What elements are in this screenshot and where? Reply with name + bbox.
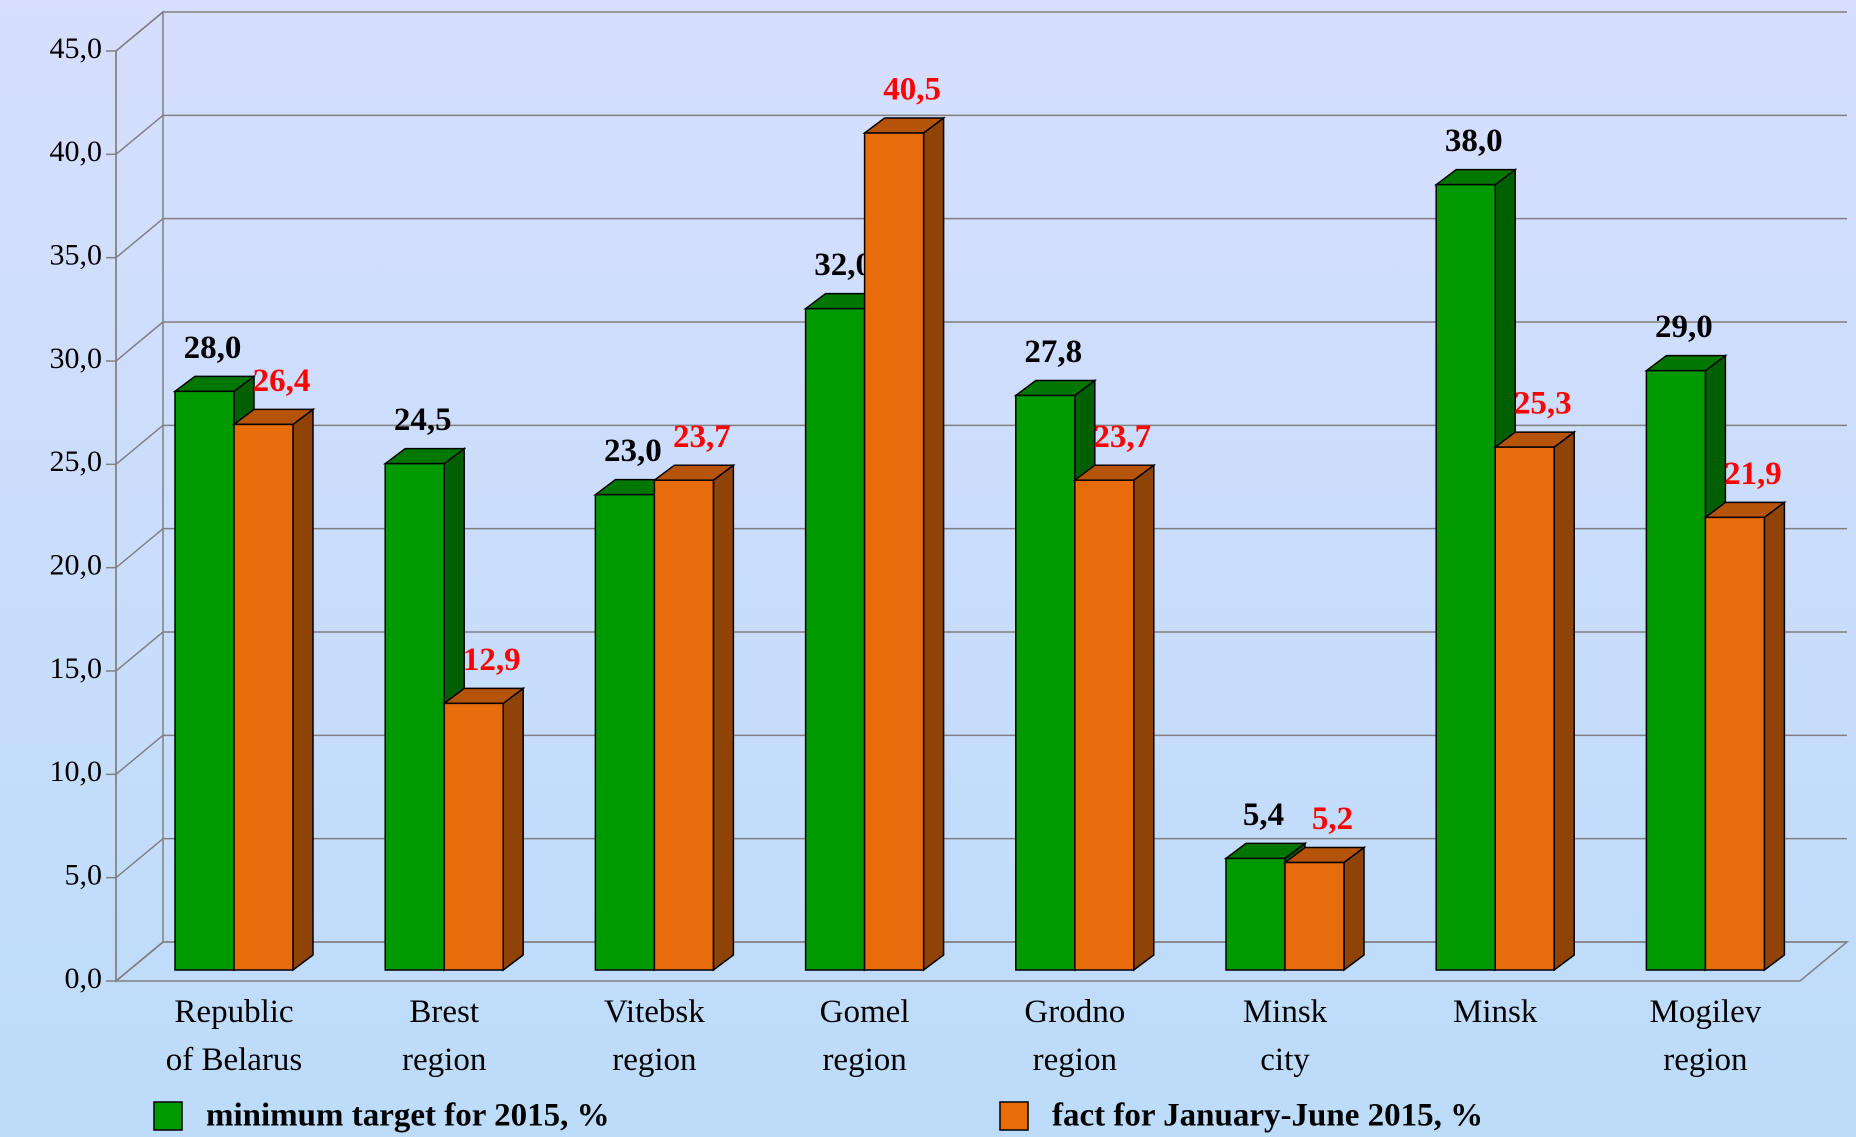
- y-tick-label: 30,0: [50, 342, 103, 375]
- y-tick-label: 35,0: [50, 239, 103, 272]
- bar: [1074, 479, 1135, 971]
- value-label: 29,0: [1655, 309, 1713, 345]
- bar: [1645, 369, 1707, 971]
- y-tick-label: 0,0: [65, 962, 103, 995]
- grid-line: [115, 734, 164, 775]
- grid-line: [115, 838, 164, 879]
- bar: [653, 479, 715, 971]
- x-tick-label: Grodno region: [1024, 994, 1125, 1078]
- value-label: 38,0: [1445, 123, 1503, 159]
- grid-line: [115, 631, 164, 672]
- grid-line: [115, 424, 164, 465]
- bar-side: [1133, 463, 1155, 972]
- y-tick-label: 45,0: [50, 32, 103, 65]
- legend-label: fact for January-June 2015, %: [1052, 1098, 1483, 1134]
- y-tick-label: 25,0: [50, 445, 103, 478]
- bar: [594, 493, 656, 971]
- value-label: 12,9: [463, 642, 521, 678]
- value-label: 5,2: [1312, 801, 1353, 837]
- x-tick-label: Gomel region: [820, 994, 910, 1078]
- bar-side: [1763, 500, 1786, 972]
- y-tick-label: 20,0: [50, 549, 103, 582]
- bar: [1494, 446, 1555, 971]
- bar-side: [712, 463, 735, 972]
- bar: [1704, 516, 1766, 971]
- x-tick-label: Republic of Belarus: [166, 994, 303, 1078]
- value-label: 40,5: [883, 72, 941, 108]
- bar: [1225, 857, 1286, 971]
- legend-swatch: [999, 1101, 1029, 1131]
- grid-line: [115, 114, 164, 155]
- bar: [1284, 861, 1345, 971]
- value-label: 27,8: [1024, 334, 1082, 370]
- y-tick-label: 10,0: [50, 755, 103, 788]
- value-label: 23,7: [1093, 419, 1151, 455]
- x-tick-label: Brest region: [402, 994, 486, 1078]
- x-tick-label: Mogilev region: [1649, 994, 1761, 1078]
- grid-line: [115, 321, 164, 362]
- value-label: 28,0: [184, 330, 242, 366]
- value-label: 21,9: [1724, 456, 1782, 492]
- grid-line: [115, 11, 164, 52]
- bar-side: [922, 116, 945, 972]
- y-tick-label: 5,0: [65, 859, 103, 892]
- bar-side: [1553, 430, 1575, 972]
- bar: [1435, 183, 1496, 971]
- x-tick-label: Vitebsk region: [604, 994, 705, 1078]
- grid-line: [115, 218, 164, 259]
- grid-line: [115, 941, 164, 982]
- x-tick-label: Minsk city: [1243, 994, 1328, 1078]
- value-label: 23,0: [604, 433, 662, 469]
- legend-label: minimum target for 2015, %: [206, 1098, 610, 1134]
- bar: [384, 462, 445, 971]
- bar-side: [1343, 846, 1365, 972]
- legend-swatch: [153, 1101, 183, 1131]
- value-label: 24,5: [394, 402, 452, 438]
- value-label: 25,3: [1514, 386, 1572, 422]
- bar: [804, 307, 866, 971]
- y-tick-label: 40,0: [50, 135, 103, 168]
- value-label: 5,4: [1243, 797, 1284, 833]
- x-tick-label: Minsk: [1453, 994, 1538, 1030]
- bar: [233, 423, 294, 971]
- bar: [443, 702, 504, 971]
- bar-side: [502, 686, 524, 972]
- grid-line: [115, 528, 164, 569]
- bar: [1015, 394, 1076, 971]
- value-label: 32,0: [814, 247, 872, 283]
- bar: [863, 132, 925, 971]
- y-tick-label: 15,0: [50, 652, 103, 685]
- bar: [174, 390, 235, 971]
- value-label: 26,4: [253, 363, 311, 399]
- bar-side: [292, 407, 314, 972]
- value-label: 23,7: [673, 419, 731, 455]
